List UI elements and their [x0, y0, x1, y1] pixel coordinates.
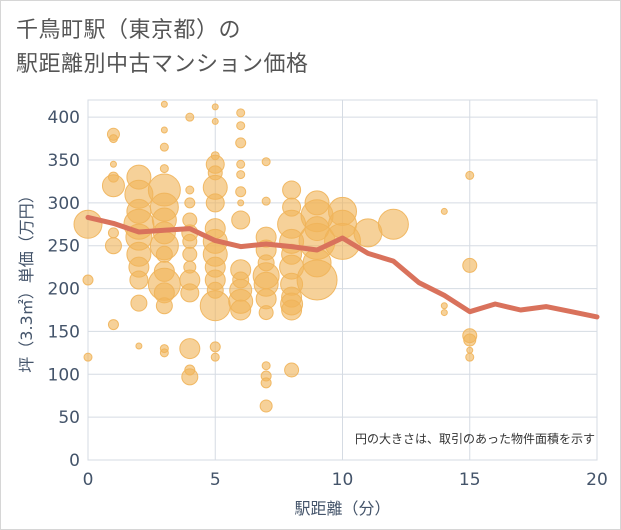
bubble-point-4[interactable]: [108, 134, 118, 144]
chart-title-line2: 駅距離別中古マンション価格: [16, 52, 309, 77]
bubble-point-2[interactable]: [83, 352, 93, 362]
bubble-point-80[interactable]: [261, 196, 271, 206]
bubble-point-56[interactable]: [205, 193, 225, 213]
bubble-point-19[interactable]: [130, 294, 148, 312]
bubble-point-0[interactable]: [73, 209, 103, 239]
bubble-point-21[interactable]: [160, 100, 168, 108]
bubble-point-39[interactable]: [184, 197, 196, 209]
x-axis-label: 駅距離（分）: [294, 499, 390, 518]
chart-annotation: 円の大きさは、取引のあった物件面積を示す: [355, 431, 595, 446]
bubble-point-102[interactable]: [284, 362, 300, 378]
bubble-point-78[interactable]: [230, 299, 252, 321]
x-tick-labels: 0 5 10 15 20: [83, 470, 608, 490]
x-tick-label-4: 20: [586, 470, 608, 490]
bubble-point-72[interactable]: [237, 199, 245, 207]
trend-line: [85, 214, 600, 320]
bubble-point-71[interactable]: [235, 186, 247, 198]
bubble-point-8[interactable]: [107, 227, 119, 239]
bubble-point-47[interactable]: [179, 338, 201, 360]
bubble-point-38[interactable]: [185, 185, 195, 195]
bubble-point-46[interactable]: [180, 283, 200, 303]
y-tick-label-1: 50: [58, 408, 80, 428]
bubble-point-24[interactable]: [159, 164, 169, 174]
bubble-point-50[interactable]: [211, 103, 219, 111]
bubble-point-37[interactable]: [185, 112, 195, 122]
bubble-point-22[interactable]: [160, 126, 168, 134]
bubble-point-23[interactable]: [159, 142, 169, 152]
bubble-point-122[interactable]: [465, 352, 475, 362]
bubble-point-5[interactable]: [109, 160, 117, 168]
bubble-point-42[interactable]: [182, 233, 198, 249]
bubble-point-92[interactable]: [282, 180, 302, 200]
x-tick-label-3: 15: [459, 470, 481, 490]
y-tick-label-3: 150: [48, 322, 80, 342]
y-tick-label-0: 0: [69, 451, 80, 471]
bubble-point-73[interactable]: [231, 210, 251, 230]
bubble-point-117[interactable]: [465, 170, 475, 180]
y-axis-label: 坪（3.3㎡）単価（万円）: [17, 187, 36, 372]
y-tick-label-8: 400: [48, 108, 80, 128]
y-tick-label-2: 100: [48, 365, 80, 385]
bubble-point-112[interactable]: [353, 218, 383, 248]
bubble-point-91[interactable]: [259, 399, 273, 413]
bubble-point-20[interactable]: [135, 342, 143, 350]
bubble-point-63[interactable]: [199, 290, 231, 322]
bubble-point-121[interactable]: [466, 346, 474, 354]
bubble-point-113[interactable]: [377, 208, 409, 240]
bubble-point-7[interactable]: [101, 174, 125, 198]
bubble-point-67[interactable]: [236, 121, 246, 131]
bubble-point-79[interactable]: [261, 157, 271, 167]
bubble-point-88[interactable]: [261, 361, 271, 371]
bubble-point-18[interactable]: [129, 270, 149, 290]
x-tick-label-2: 10: [332, 470, 354, 490]
bubble-point-65[interactable]: [210, 352, 220, 362]
y-tick-label-7: 350: [48, 151, 80, 171]
bubble-point-90[interactable]: [260, 377, 272, 389]
bubble-point-118[interactable]: [462, 257, 478, 273]
bubble-point-34[interactable]: [155, 297, 173, 315]
bubbles: [73, 100, 478, 413]
bubble-point-108[interactable]: [296, 259, 338, 301]
bubble-point-9[interactable]: [104, 237, 122, 255]
bubble-point-116[interactable]: [440, 309, 448, 317]
bubble-point-114[interactable]: [440, 207, 448, 215]
bubble-point-101[interactable]: [281, 299, 303, 321]
bubble-point-51[interactable]: [211, 117, 219, 125]
chart-title: 千鳥町駅（東京都）の 駅距離別中古マンション価格: [16, 14, 309, 82]
y-tick-label-6: 300: [48, 194, 80, 214]
bubble-point-87[interactable]: [258, 305, 274, 321]
bubble-point-68[interactable]: [235, 137, 247, 149]
bubble-point-64[interactable]: [209, 341, 221, 353]
x-tick-label-0: 0: [83, 470, 94, 490]
bubble-point-10[interactable]: [107, 319, 119, 331]
x-tick-label-1: 5: [210, 470, 221, 490]
y-tick-labels: 0 50 100 150 200 250 300 350 400: [48, 108, 80, 471]
bubble-point-49[interactable]: [181, 368, 199, 386]
y-tick-label-4: 200: [48, 280, 80, 300]
bubble-point-1[interactable]: [82, 274, 94, 286]
bubble-point-115[interactable]: [440, 302, 448, 310]
bubble-point-69[interactable]: [236, 159, 246, 169]
bubble-point-70[interactable]: [236, 170, 246, 180]
bubble-point-36[interactable]: [159, 348, 169, 358]
bubble-point-30[interactable]: [155, 245, 173, 263]
bubble-point-66[interactable]: [236, 108, 246, 118]
bubble-point-43[interactable]: [182, 246, 198, 262]
y-tick-label-5: 250: [48, 237, 80, 257]
bubble-point-120[interactable]: [463, 333, 477, 347]
chart-title-line1: 千鳥町駅（東京都）の: [16, 18, 242, 43]
